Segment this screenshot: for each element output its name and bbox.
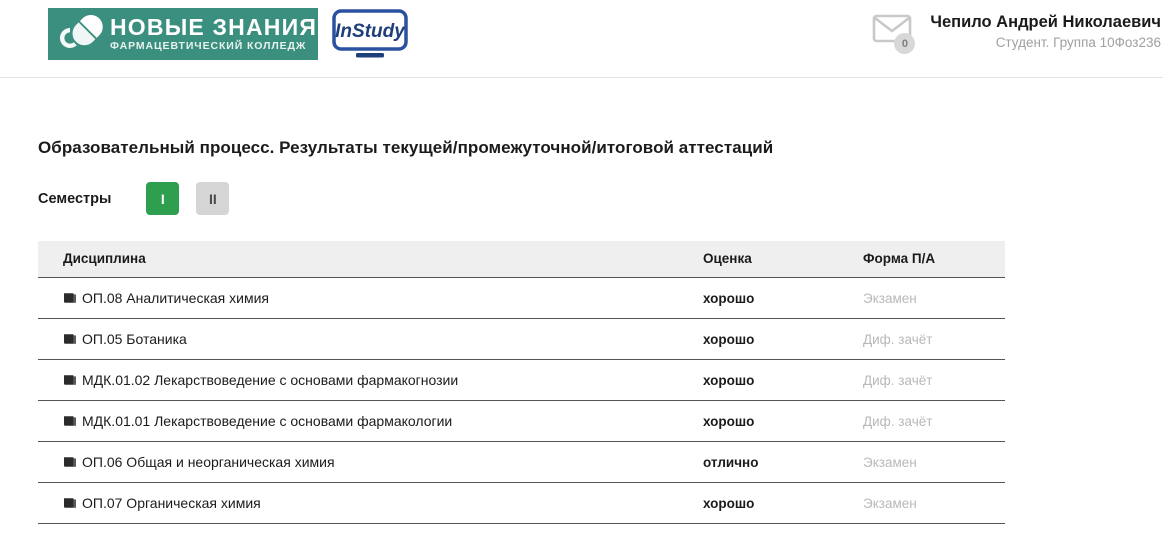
college-name: НОВЫЕ ЗНАНИЯ	[110, 14, 318, 40]
cell-mark: хорошо	[703, 359, 863, 401]
mail-badge: 0	[894, 33, 916, 54]
book-icon	[64, 293, 76, 303]
instudy-logo[interactable]: InStudy	[330, 8, 410, 60]
grades-table-body: ОП.08 Аналитическая химия хорошо Экзамен…	[38, 277, 1005, 541]
cell-mark: отлично	[703, 523, 863, 541]
college-logo-text: НОВЫЕ ЗНАНИЯ ФАРМАЦЕВТИЧЕСКИЙ КОЛЛЕДЖ	[110, 15, 317, 53]
table-row[interactable]: ОП.07 Органическая химия хорошо Экзамен	[38, 482, 1005, 524]
table-row[interactable]: ОП.08 Аналитическая химия хорошо Экзамен	[38, 277, 1005, 319]
svg-text:InStudy: InStudy	[335, 21, 406, 42]
site-header: НОВЫЕ ЗНАНИЯ ФАРМАЦЕВТИЧЕСКИЙ КОЛЛЕДЖ In…	[0, 0, 1163, 78]
semesters-label: Семестры	[38, 190, 112, 207]
cell-discipline: ОП.08 Аналитическая химия	[38, 277, 703, 319]
cell-form: Диф. зачёт	[863, 318, 1005, 360]
page-title: Образовательный процесс. Результаты теку…	[38, 138, 774, 157]
semester-button-1[interactable]: I	[146, 182, 180, 215]
table-row[interactable]: МДК.01.02 Лекарствоведение с основами фа…	[38, 359, 1005, 401]
user-info: Чепило Андрей Николаевич Студент. Группа…	[930, 11, 1163, 52]
table-row[interactable]: МДК.01.01 Лекарствоведение с основами фа…	[38, 400, 1005, 442]
table-row[interactable]: ОП.06 Общая и неорганическая химия отлич…	[38, 441, 1005, 483]
cell-discipline: ОП.07 Органическая химия	[38, 482, 703, 524]
cell-form: Экзамен	[863, 523, 1005, 541]
book-icon	[64, 334, 76, 344]
semester-selector: Семестры I II	[38, 182, 1125, 215]
discipline-name: ОП.06 Общая и неорганическая химия	[82, 454, 335, 470]
column-header-mark: Оценка	[703, 241, 863, 278]
discipline-name: ОП.05 Ботаника	[82, 331, 187, 347]
cell-form: Диф. зачёт	[863, 359, 1005, 401]
column-header-form: Форма П/А	[863, 241, 1005, 278]
grades-table: Дисциплина Оценка Форма П/А ОП.08 Аналит…	[38, 241, 1005, 541]
table-row[interactable]: МДК.01.03 Реализация лекарственных препа…	[38, 523, 1005, 541]
brand-group: НОВЫЕ ЗНАНИЯ ФАРМАЦЕВТИЧЕСКИЙ КОЛЛЕДЖ In…	[48, 8, 410, 60]
table-header-row: Дисциплина Оценка Форма П/А	[38, 241, 1005, 278]
cell-form: Диф. зачёт	[863, 400, 1005, 442]
cell-form: Экзамен	[863, 277, 1005, 319]
grades-table-head: Дисциплина Оценка Форма П/А	[38, 241, 1005, 278]
book-icon	[64, 498, 76, 508]
user-role: Студент. Группа 10Фоз236	[995, 35, 1161, 50]
college-logo[interactable]: НОВЫЕ ЗНАНИЯ ФАРМАЦЕВТИЧЕСКИЙ КОЛЛЕДЖ	[48, 8, 318, 60]
cell-discipline: ОП.06 Общая и неорганическая химия	[38, 441, 703, 483]
discipline-name: МДК.01.02 Лекарствоведение с основами фа…	[82, 372, 459, 388]
cell-form: Экзамен	[863, 441, 1005, 483]
book-icon	[64, 375, 76, 385]
table-row[interactable]: ОП.05 Ботаника хорошо Диф. зачёт	[38, 318, 1005, 360]
cell-mark: хорошо	[703, 400, 863, 442]
cell-form: Экзамен	[863, 482, 1005, 524]
cell-discipline: МДК.01.03 Реализация лекарственных препа…	[38, 523, 703, 541]
cell-mark: хорошо	[703, 318, 863, 360]
column-header-discipline: Дисциплина	[38, 241, 703, 278]
cell-mark: хорошо	[703, 277, 863, 319]
discipline-name: ОП.08 Аналитическая химия	[82, 290, 269, 306]
book-icon	[64, 457, 76, 467]
cell-discipline: МДК.01.01 Лекарствоведение с основами фа…	[38, 400, 703, 442]
discipline-name: МДК.01.01 Лекарствоведение с основами фа…	[82, 413, 453, 429]
book-icon	[64, 416, 76, 426]
cell-mark: отлично	[703, 441, 863, 483]
discipline-name: МДК.01.03 Реализация лекарственных препа…	[63, 539, 645, 541]
user-name: Чепило Андрей Николаевич	[930, 13, 1161, 31]
cell-discipline: МДК.01.02 Лекарствоведение с основами фа…	[38, 359, 703, 401]
mail-widget[interactable]: 0	[872, 13, 920, 57]
college-subtitle: ФАРМАЦЕВТИЧЕСКИЙ КОЛЛЕДЖ	[110, 40, 307, 52]
semester-button-2[interactable]: II	[196, 182, 230, 215]
cell-discipline: ОП.05 Ботаника	[38, 318, 703, 360]
user-block: 0 Чепило Андрей Николаевич Студент. Груп…	[872, 11, 1163, 57]
capsule-icon	[60, 15, 103, 48]
discipline-name: ОП.07 Органическая химия	[82, 495, 261, 511]
envelope-icon	[873, 14, 912, 43]
cell-mark: хорошо	[703, 482, 863, 524]
page-body: Образовательный процесс. Результаты теку…	[0, 138, 1163, 541]
